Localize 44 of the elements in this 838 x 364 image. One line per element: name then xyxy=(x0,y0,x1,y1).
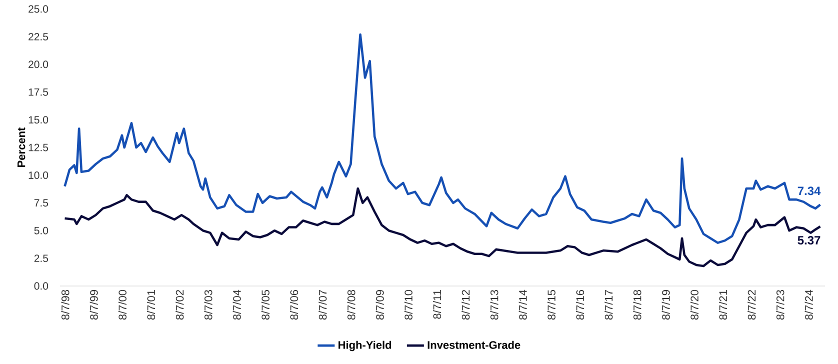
x-tick-label: 8/7/11 xyxy=(432,290,442,319)
line-series xyxy=(64,33,822,244)
x-tick-label: 8/7/99 xyxy=(90,290,98,320)
annotation: 7.34 xyxy=(798,186,821,196)
x-tick-label: 8/7/02 xyxy=(176,290,184,320)
y-tick-label: 20.0 xyxy=(28,60,48,68)
x-tick-label: 8/7/18 xyxy=(633,290,642,320)
x-tick-label: 8/7/05 xyxy=(261,290,270,320)
y-tick-label: 15.0 xyxy=(28,116,48,124)
y-tick-label: 0.0 xyxy=(34,282,48,290)
x-tick-label: 8/7/24 xyxy=(804,290,813,320)
x-tick-label: 8/7/15 xyxy=(547,290,556,320)
legend-label: Investment-Grade xyxy=(428,340,520,349)
x-tick-label: 8/7/03 xyxy=(204,290,212,320)
x-tick-label: 8/7/22 xyxy=(748,290,756,320)
y-tick-label: 5.0 xyxy=(34,226,48,234)
x-tick-label: 8/7/01 xyxy=(146,290,156,320)
y-tick-label: 2.5 xyxy=(34,254,48,262)
y-tick-label: 22.5 xyxy=(28,32,48,40)
x-tick-label: 8/7/14 xyxy=(518,290,527,320)
x-tick-label: 8/7/23 xyxy=(776,290,784,320)
x-tick-label: 8/7/08 xyxy=(347,290,356,320)
y-tick-label: 17.5 xyxy=(28,88,48,96)
x-tick-label: 8/7/00 xyxy=(118,290,126,320)
x-tick-label: 8/7/21 xyxy=(718,290,728,320)
x-tick-label: 8/7/16 xyxy=(576,290,584,320)
x-tick-label: 8/7/04 xyxy=(232,290,241,320)
x-tick-label: 8/7/06 xyxy=(290,290,298,320)
x-tick-label: 8/7/98 xyxy=(61,290,70,320)
x-tick-label: 8/7/19 xyxy=(662,290,670,320)
y-tick-label: 7.5 xyxy=(34,199,48,207)
annotation: 5.37 xyxy=(798,236,820,245)
x-tick-label: 8/7/13 xyxy=(490,290,498,320)
y-axis-title: Percent xyxy=(18,127,26,167)
y-tick-label: 25.0 xyxy=(28,5,48,13)
x-tick-label: 8/7/07 xyxy=(318,290,327,320)
x-tick-label: 8/7/12 xyxy=(462,290,470,320)
legend-label: High-Yield xyxy=(338,340,392,352)
x-tick-label: 8/7/09 xyxy=(376,290,384,320)
y-tick-label: 12.5 xyxy=(28,144,48,152)
y-tick-label: 10.0 xyxy=(28,171,48,179)
x-tick-label: 8/7/10 xyxy=(404,290,412,320)
x-tick-label: 8/7/20 xyxy=(690,290,698,320)
x-tick-label: 8/7/17 xyxy=(604,290,613,320)
